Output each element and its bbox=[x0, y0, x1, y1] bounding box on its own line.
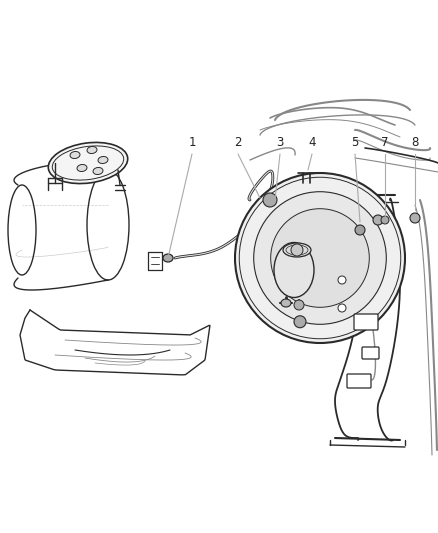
Circle shape bbox=[372, 215, 382, 225]
Ellipse shape bbox=[162, 254, 173, 262]
Text: 7: 7 bbox=[380, 135, 388, 149]
Circle shape bbox=[337, 276, 345, 284]
Circle shape bbox=[262, 193, 276, 207]
Text: 5: 5 bbox=[350, 135, 358, 149]
Circle shape bbox=[354, 225, 364, 235]
Text: 4: 4 bbox=[307, 135, 315, 149]
Circle shape bbox=[380, 216, 388, 224]
Text: 1: 1 bbox=[188, 135, 195, 149]
Ellipse shape bbox=[283, 243, 310, 257]
Circle shape bbox=[409, 213, 419, 223]
Circle shape bbox=[253, 192, 385, 324]
Circle shape bbox=[293, 300, 303, 310]
Ellipse shape bbox=[70, 151, 80, 158]
Text: 3: 3 bbox=[276, 135, 283, 149]
Circle shape bbox=[290, 244, 302, 256]
Circle shape bbox=[293, 316, 305, 328]
FancyBboxPatch shape bbox=[361, 347, 378, 359]
FancyBboxPatch shape bbox=[346, 374, 370, 388]
Ellipse shape bbox=[77, 165, 87, 172]
Text: 8: 8 bbox=[410, 135, 418, 149]
Text: 2: 2 bbox=[234, 135, 241, 149]
Circle shape bbox=[234, 173, 404, 343]
Circle shape bbox=[270, 209, 368, 308]
Ellipse shape bbox=[93, 167, 103, 174]
FancyBboxPatch shape bbox=[353, 314, 377, 330]
Ellipse shape bbox=[48, 142, 127, 183]
Ellipse shape bbox=[98, 157, 108, 164]
Ellipse shape bbox=[87, 147, 97, 154]
Ellipse shape bbox=[273, 243, 313, 297]
Circle shape bbox=[337, 304, 345, 312]
Ellipse shape bbox=[280, 299, 290, 307]
